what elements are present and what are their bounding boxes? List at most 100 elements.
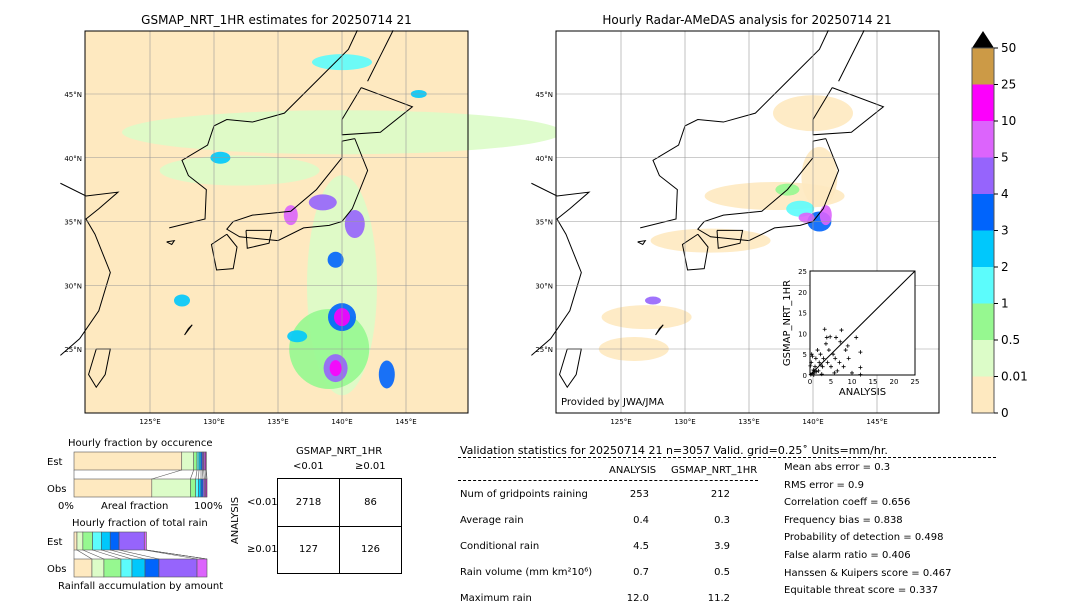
left-map-title: GSMAP_NRT_1HR estimates for 20250714 21 — [141, 13, 412, 27]
ct-cell: 126 — [360, 544, 381, 555]
colorbar-bin — [972, 84, 994, 121]
scatter-point — [828, 334, 833, 339]
coastline — [697, 138, 840, 242]
score-item: Correlation coeff = 0.656 — [784, 497, 911, 509]
score-item: False alarm ratio = 0.406 — [784, 550, 911, 561]
scatter-point — [858, 372, 863, 377]
scatter-point — [809, 352, 814, 357]
score-item: Equitable threat score = 0.337 — [784, 585, 939, 597]
lat-tick: 35°N — [64, 219, 82, 227]
ct-cell: 127 — [298, 544, 319, 555]
xlabel: Areal fraction — [101, 501, 169, 512]
scatter-ytick: 15 — [798, 310, 807, 318]
lat-tick: 30°N — [64, 282, 82, 290]
coastline — [367, 30, 394, 82]
score-item: Mean abs error = 0.3 — [784, 462, 891, 473]
colorbar-label: 0 — [1001, 406, 1009, 420]
rain-cell — [645, 296, 661, 305]
map-background — [85, 31, 468, 413]
connector-line — [151, 469, 182, 480]
lat-tick: 40°N — [64, 155, 82, 163]
obs-label: Obs — [47, 564, 67, 575]
connector-line — [146, 549, 208, 560]
rain-cell — [308, 194, 337, 211]
scatter-point — [838, 339, 843, 344]
divider — [278, 526, 401, 527]
stats-label: Rain volume (mm km²10⁶) — [460, 567, 593, 578]
rain-xlabel: Rainfall accumulation by amount — [58, 581, 224, 592]
obs-bar-segment — [196, 558, 208, 578]
colorbar-bin — [972, 121, 994, 158]
coastline — [531, 182, 591, 356]
obs-bar-segment — [131, 558, 146, 578]
divider — [458, 457, 996, 458]
ct-col-1: ≥0.01 — [355, 461, 386, 472]
stats-g: 11.2 — [707, 593, 730, 604]
scatter-point — [817, 360, 822, 365]
scatter-point — [810, 354, 815, 359]
ct-row-1: ≥0.01 — [247, 544, 278, 555]
scatter-point — [846, 356, 851, 361]
stats-a: 253 — [629, 489, 649, 500]
ct-cell: 86 — [364, 497, 377, 508]
score-item: Probability of detection = 0.498 — [784, 532, 944, 544]
obs-bar-segment — [120, 558, 133, 578]
ct-title: GSMAP_NRT_1HR — [296, 446, 383, 457]
colorbar-bin — [972, 340, 994, 377]
rain-cell — [159, 155, 320, 186]
col-analysis: ANALYSIS — [609, 465, 657, 476]
scatter-point — [818, 363, 823, 368]
colorbar-label: 3 — [1001, 224, 1009, 238]
occurrence-title: Hourly fraction by occurence — [68, 438, 213, 449]
colorbar-bin — [972, 194, 994, 231]
est-bar-segment — [193, 451, 198, 471]
lat-tick: 45°N — [535, 91, 553, 99]
lon-tick: 140°E — [331, 418, 352, 426]
scatter-ytick: 0 — [803, 372, 807, 380]
rain-cell — [327, 251, 344, 268]
scatter-xtick: 25 — [911, 378, 920, 386]
colorbar-label: 25 — [1001, 78, 1016, 92]
lon-tick: 130°E — [674, 418, 695, 426]
obs-bar-segment — [73, 478, 153, 498]
lat-tick: 40°N — [535, 155, 553, 163]
obs-bar-segment — [91, 558, 105, 578]
lon-tick: 145°E — [395, 418, 416, 426]
colorbar-bin — [972, 376, 994, 413]
colorbar-label: 4 — [1001, 187, 1009, 201]
scatter-point — [819, 372, 824, 377]
colorbar-label: 50 — [1001, 41, 1016, 55]
scatter-ytick: 20 — [798, 289, 807, 297]
scatter-point — [818, 352, 823, 357]
scatter-point — [811, 373, 816, 377]
colorbar-label: 0.01 — [1001, 370, 1028, 384]
obs-label: Obs — [47, 484, 67, 495]
rain-cell — [378, 360, 395, 389]
est-bar-segment — [181, 451, 194, 471]
stats-label: Average rain — [460, 515, 524, 526]
connector-line — [203, 469, 205, 480]
obs-bar-segment — [195, 478, 199, 498]
est-label: Est — [47, 537, 63, 548]
scatter-point — [839, 328, 844, 333]
stats-a: 0.4 — [633, 515, 649, 526]
scatter-point — [808, 363, 813, 368]
scatter-point — [834, 335, 839, 340]
lon-tick: 140°E — [802, 418, 823, 426]
stats-a: 0.7 — [633, 567, 649, 578]
rain-cell — [287, 330, 308, 343]
connector-line — [76, 549, 93, 560]
lat-tick: 25°N — [64, 346, 82, 354]
obs-bar-segment — [103, 558, 122, 578]
obs-bar-segment — [158, 558, 198, 578]
lat-tick: 30°N — [535, 282, 553, 290]
connector-line — [202, 469, 204, 480]
scatter-ytick: 25 — [798, 268, 807, 276]
scatter-point — [822, 327, 827, 332]
obs-bar-segment — [73, 558, 93, 578]
lon-tick: 130°E — [203, 418, 224, 426]
scatter-point — [813, 364, 818, 369]
rain-cell — [601, 305, 692, 330]
score-item: Frequency bias = 0.838 — [784, 514, 903, 526]
right-map-title: Hourly Radar-AMeDAS analysis for 2025071… — [602, 13, 892, 27]
